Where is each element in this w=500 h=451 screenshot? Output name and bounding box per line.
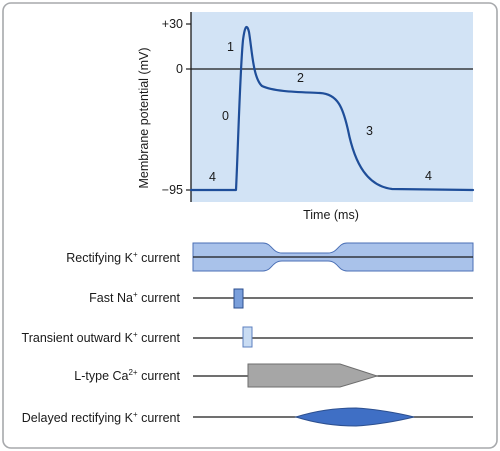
delayed-rectifying-k-current-shape [294,407,415,427]
plot-area [191,12,473,202]
current-label-rectifying-k: Rectifying K+ current [66,250,180,265]
phase-label-4-left: 4 [209,170,216,184]
current-label-transient-outward-k: Transient outward K+ current [22,330,181,345]
y-axis-label: Membrane potential (mV) [137,47,151,188]
ytick-label-minus95: −95 [162,183,183,197]
current-label-l-type-ca: L-type Ca2+ current [74,368,180,383]
ytick-label-zero: 0 [176,62,183,76]
current-label-fast-na: Fast Na+ current [89,290,180,305]
action-potential-trace [189,25,475,192]
phase-label-0: 0 [222,109,229,123]
ytick-label-plus30: +30 [162,17,183,31]
current-label-delayed-rectifying-k: Delayed rectifying K+ current [22,410,181,425]
phase-label-3: 3 [366,124,373,138]
fast-na-current-shape [233,288,244,309]
x-axis-label: Time (ms) [303,208,359,222]
l-type-ca-current-shape [247,363,379,388]
phase-label-2: 2 [297,71,304,85]
phase-label-1: 1 [227,40,234,54]
phase-label-4-right: 4 [425,169,432,183]
transient-outward-k-current-shape [242,326,253,348]
